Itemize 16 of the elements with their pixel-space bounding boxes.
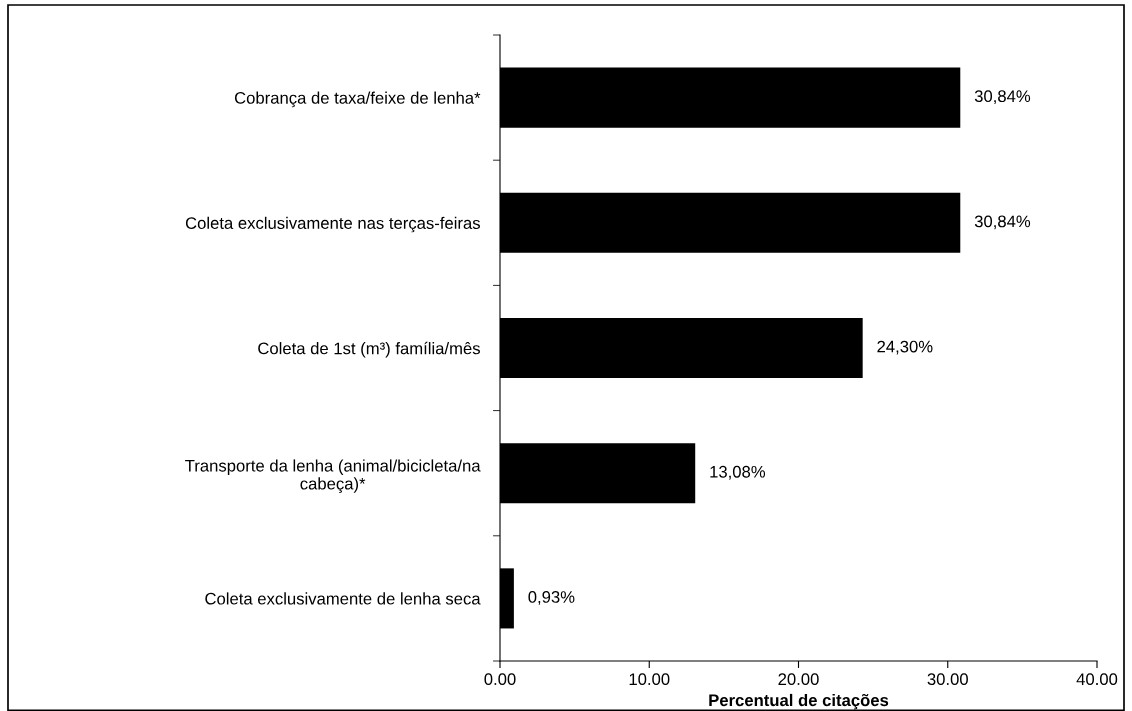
y-tick-label: Coleta exclusivamente nas terças-feiras <box>185 216 480 233</box>
x-tick-label: 10.00 <box>629 673 670 686</box>
y-tick-label: Cobrança de taxa/feixe de lenha* <box>234 91 481 108</box>
y-tick-label: Transporte da lenha (animal/bicicleta/na cabeça)* <box>185 459 481 493</box>
x-tick-label: 40.00 <box>1076 673 1118 686</box>
x-tick-label: 0.00 <box>484 673 516 686</box>
data-label: 30,84% <box>974 90 1031 105</box>
x-tick-label: 20.00 <box>778 673 819 686</box>
y-tick-label: Coleta exclusivamente de lenha seca <box>205 592 481 605</box>
data-label: 24,30% <box>877 340 933 355</box>
x-tick-label: 30.00 <box>927 673 968 686</box>
y-tick-label: Coleta de 1st (m³) família/mês <box>258 341 480 358</box>
data-label: 30,84% <box>974 215 1031 230</box>
data-label: 13,08% <box>710 465 766 480</box>
x-axis-title: Percentual de citações <box>709 693 889 710</box>
data-label: 0,93% <box>528 591 575 605</box>
